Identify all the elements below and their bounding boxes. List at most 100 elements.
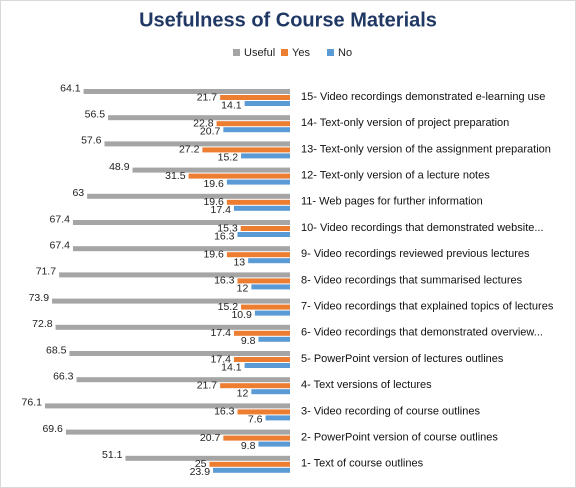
- bar: [226, 179, 290, 185]
- category-label: 13- Text-only version of the assignment …: [301, 143, 551, 155]
- value-label: 20.7: [200, 125, 221, 137]
- value-label: 14.1: [221, 361, 242, 373]
- value-label: 73.9: [29, 292, 50, 304]
- value-label: 16.3: [214, 275, 235, 287]
- value-label: 12: [237, 387, 249, 399]
- bar: [52, 298, 291, 304]
- chart-title: Usefulness of Course Materials: [139, 9, 437, 31]
- bar: [237, 232, 290, 237]
- value-label: 68.5: [46, 344, 67, 356]
- value-label: 17.4: [211, 204, 232, 216]
- category-label: 3- Video recording of course outlines: [301, 405, 480, 417]
- value-label: 67.4: [50, 239, 71, 251]
- category-label: 5- PowerPoint version of lectures outlin…: [301, 353, 504, 365]
- bar: [216, 121, 290, 127]
- legend-swatch: [233, 49, 240, 56]
- bar: [258, 336, 290, 342]
- bar: [226, 199, 290, 205]
- value-label: 14.1: [221, 99, 242, 111]
- bar: [44, 403, 290, 409]
- bar: [59, 272, 290, 278]
- bar: [251, 389, 290, 395]
- value-label: 21.7: [197, 91, 218, 103]
- value-label: 21.7: [197, 379, 218, 391]
- category-label: 8- Video recordings that summarised lect…: [301, 274, 523, 286]
- value-label: 20.7: [200, 432, 221, 444]
- bar: [237, 409, 290, 415]
- value-label: 19.6: [203, 248, 224, 260]
- bar: [108, 115, 290, 121]
- value-label: 31.5: [165, 170, 186, 182]
- legend-label: Useful: [244, 47, 275, 59]
- bar: [241, 304, 290, 310]
- category-label: 2- PowerPoint version of course outlines: [301, 432, 498, 444]
- bar: [244, 101, 290, 106]
- bar: [220, 383, 290, 389]
- value-label: 22.8: [193, 117, 214, 129]
- value-label: 66.3: [53, 370, 74, 382]
- value-label: 69.6: [42, 423, 63, 435]
- bar: [240, 226, 290, 231]
- value-label: 71.7: [36, 266, 57, 278]
- bar: [254, 310, 290, 316]
- value-label: 64.1: [60, 82, 81, 94]
- bar: [104, 141, 290, 147]
- value-label: 10.9: [231, 309, 252, 321]
- bar: [226, 252, 290, 258]
- value-label: 27.2: [179, 144, 200, 156]
- value-label: 13: [233, 256, 245, 268]
- bar: [55, 324, 290, 330]
- category-label: 1- Text of course outlines: [301, 458, 424, 470]
- bar: [72, 246, 290, 252]
- bar: [83, 89, 291, 94]
- value-label: 48.9: [109, 161, 130, 173]
- bar: [258, 441, 290, 447]
- value-label: 57.6: [81, 135, 102, 147]
- bar: [223, 435, 290, 441]
- legend-swatch: [327, 49, 334, 56]
- bar: [251, 284, 290, 290]
- legend-label: Yes: [292, 47, 310, 59]
- value-label: 23.9: [190, 466, 211, 478]
- bar: [65, 429, 290, 435]
- value-label: 12: [237, 283, 249, 295]
- category-label: 6- Video recordings that demonstrated ov…: [301, 327, 543, 339]
- legend-label: No: [338, 47, 352, 59]
- value-label: 63: [72, 187, 84, 199]
- value-label: 9.8: [241, 440, 256, 452]
- value-label: 15.2: [218, 301, 239, 313]
- bar: [202, 147, 290, 153]
- value-label: 19.6: [203, 178, 224, 190]
- category-label: 11- Web pages for further information: [301, 196, 483, 208]
- legend-swatch: [281, 49, 288, 56]
- category-label: 12- Text-only version of a lecture notes: [301, 170, 490, 182]
- category-label: 9- Video recordings reviewed previous le…: [301, 248, 530, 260]
- bar: [188, 173, 290, 179]
- value-label: 56.5: [85, 108, 106, 120]
- bar: [132, 167, 290, 173]
- value-label: 17.4: [211, 353, 232, 365]
- bar: [233, 205, 290, 211]
- category-label: 7- Video recordings that explained topic…: [301, 301, 554, 313]
- bar: [241, 153, 290, 159]
- value-label: 9.8: [241, 335, 256, 347]
- category-label: 10- Video recordings that demonstrated w…: [301, 222, 544, 234]
- bar: [233, 330, 290, 336]
- value-label: 15.2: [218, 152, 239, 164]
- value-label: 16.3: [214, 406, 235, 418]
- value-label: 67.4: [50, 213, 71, 225]
- bar: [213, 467, 290, 473]
- bar: [76, 377, 290, 383]
- category-label: 14- Text-only version of project prepara…: [301, 117, 509, 129]
- bar: [125, 455, 290, 461]
- bar: [87, 193, 290, 199]
- value-label: 17.4: [211, 327, 232, 339]
- value-label: 15.3: [217, 222, 238, 234]
- value-label: 25: [195, 458, 207, 470]
- value-label: 7.6: [248, 414, 263, 426]
- category-label: 4- Text versions of lectures: [301, 379, 432, 391]
- bar: [244, 363, 290, 368]
- value-label: 51.1: [102, 449, 123, 461]
